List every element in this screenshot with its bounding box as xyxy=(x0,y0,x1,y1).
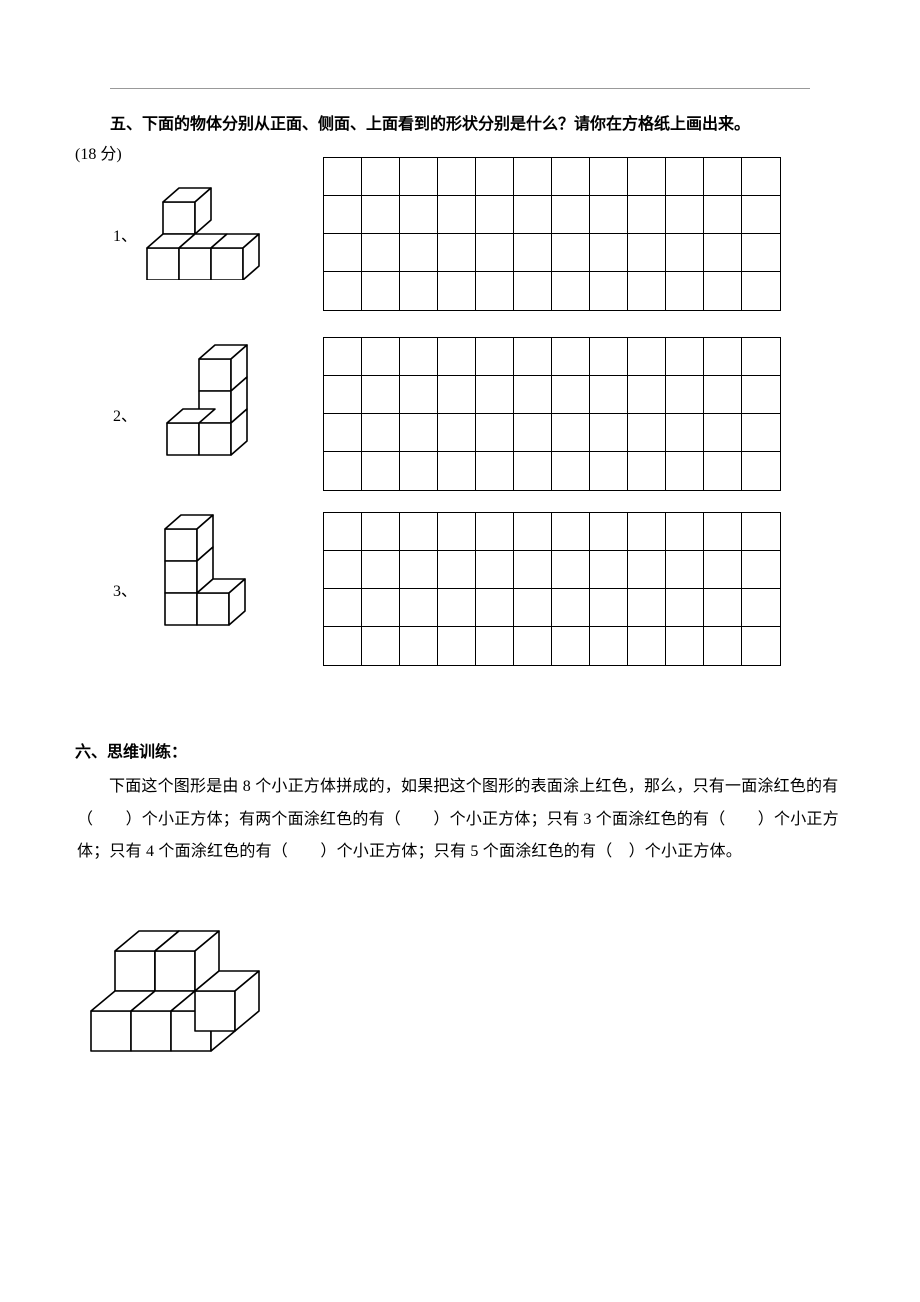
q5-figure-3 xyxy=(145,511,285,667)
q5-grid-2 xyxy=(323,337,781,491)
header-rule xyxy=(110,88,810,89)
q5-title: 五、下面的物体分别从正面、侧面、上面看到的形状分别是什么？请你在方格纸上画出来。 xyxy=(110,110,845,140)
q5-figure-2 xyxy=(145,341,285,487)
q5-grid-1 xyxy=(323,157,781,311)
q5-grid-3 xyxy=(323,512,781,666)
q6-title: 六、思维训练： xyxy=(75,737,845,769)
q5-row-1: 1、 xyxy=(75,157,845,311)
q6-figure xyxy=(85,895,845,1090)
question-5: 五、下面的物体分别从正面、侧面、上面看到的形状分别是什么？请你在方格纸上画出来。… xyxy=(75,110,845,667)
q6-body: 下面这个图形是由 8 个小正方体拼成的，如果把这个图形的表面涂上红色，那么，只有… xyxy=(75,771,845,869)
q5-label-2: 2、 xyxy=(75,402,145,426)
q5-figure-1 xyxy=(145,182,285,285)
question-6: 六、思维训练： 下面这个图形是由 8 个小正方体拼成的，如果把这个图形的表面涂上… xyxy=(75,737,845,1090)
q5-label-1: 1、 xyxy=(75,222,145,246)
page-content: 五、下面的物体分别从正面、侧面、上面看到的形状分别是什么？请你在方格纸上画出来。… xyxy=(0,0,920,1090)
q5-label-3: 3、 xyxy=(75,577,145,601)
q5-row-2: 2、 xyxy=(75,337,845,491)
q5-row-3: 3、 xyxy=(75,511,845,667)
